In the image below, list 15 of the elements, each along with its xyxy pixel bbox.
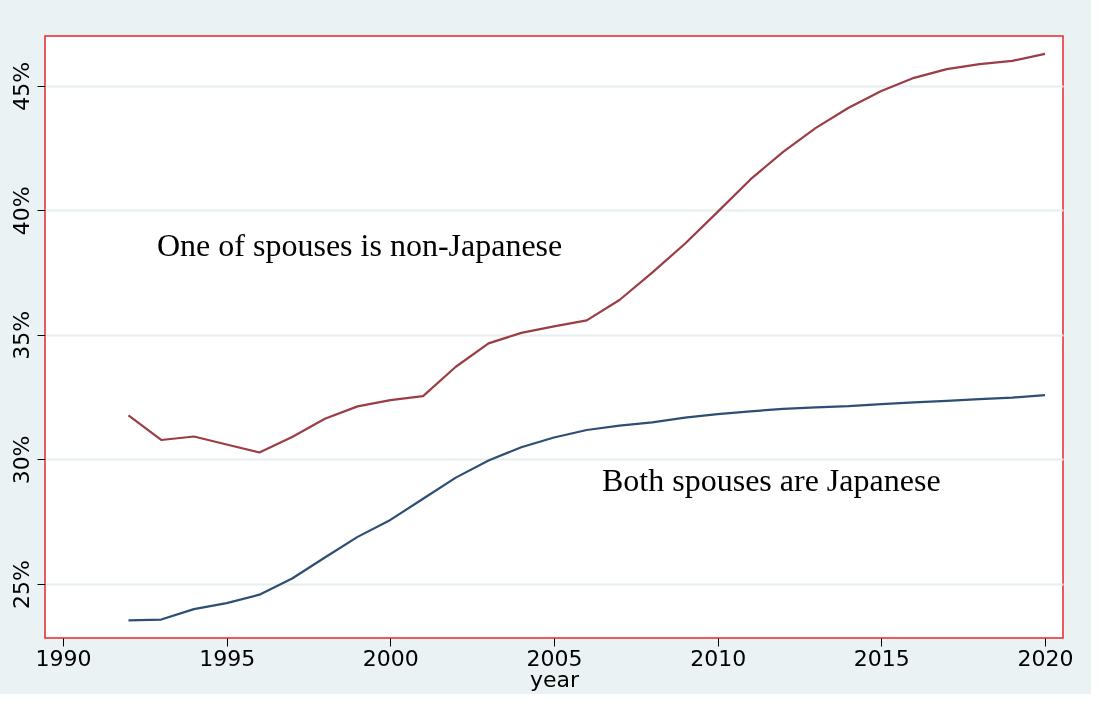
x-tick-label: 2000 (362, 645, 419, 671)
x-tick-label: 1995 (199, 645, 256, 671)
x-tick-label: 2020 (1017, 645, 1074, 671)
x-tick-label: 2015 (853, 645, 910, 671)
x-tick-label: 1990 (35, 645, 92, 671)
y-tick-label: 30% (8, 435, 34, 485)
y-tick-label: 25% (8, 560, 34, 609)
y-tick-label: 45% (8, 61, 34, 111)
line-series (127, 394, 1047, 622)
series-label: One of spouses is non-Japanese (157, 227, 563, 263)
x-tick-label: 2010 (690, 645, 747, 671)
y-tick-label: 35% (8, 310, 34, 360)
line-series (127, 52, 1047, 454)
series-label: Both spouses are Japanese (602, 462, 941, 498)
y-tick-label: 40% (8, 186, 34, 236)
